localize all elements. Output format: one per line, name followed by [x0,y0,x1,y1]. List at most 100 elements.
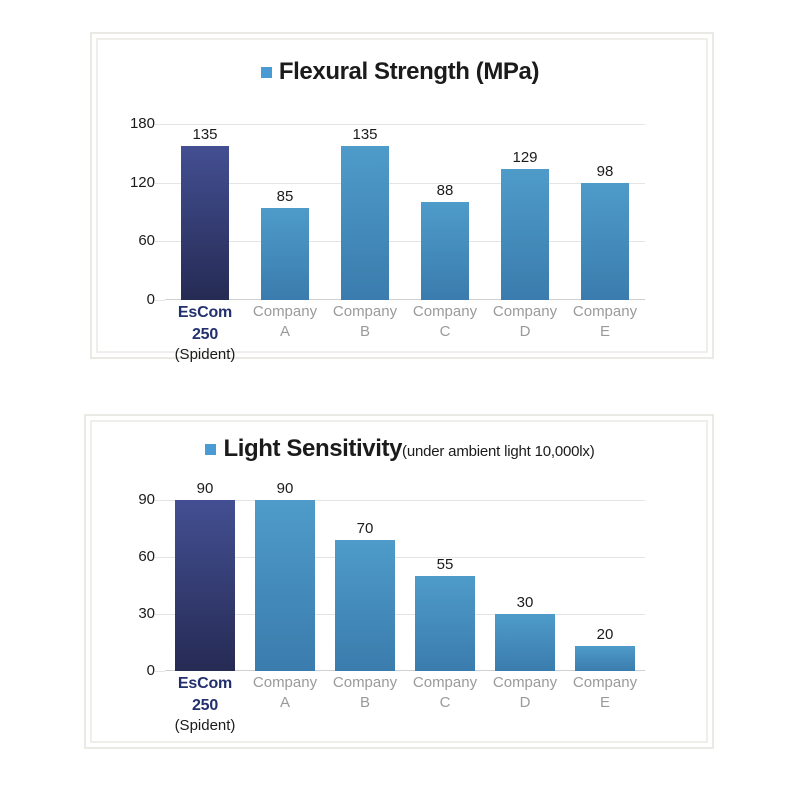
legend-square-icon [205,444,217,456]
bar-value-label: 90 [276,480,294,497]
bar-slot: 88 [405,124,485,300]
category-label-line1: Company [252,674,318,691]
category-label-line2: B [359,323,370,341]
category-label-line1: EsCom 250 [177,304,233,343]
gridline-60 [165,557,645,558]
bar-slot: 85 [245,124,325,300]
light-sensitivity-chart-title: Light Sensitivity(under ambient light 10… [0,435,800,463]
bar-value-label: 88 [436,182,454,199]
bar-company-d[interactable]: 30 [495,594,555,671]
flexural-strength-chart-title: Flexural Strength (MPa) [0,58,800,86]
bar-company-e[interactable]: 98 [581,163,629,300]
category-label-line1: Company [492,674,558,691]
y-axis-tick-label: 60 [138,232,155,250]
chart-title-main: Flexural Strength (MPa) [278,58,540,85]
x-axis-baseline [165,299,645,300]
flexural-strength-category-axis: EsCom 250 (Spident) Company A Company B … [165,302,645,365]
category-label-company-d: Company D [485,673,565,736]
bar-series: 135 85 135 88 129 98 [165,124,645,300]
light-sensitivity-category-axis: EsCom 250 (Spident) Company A Company B … [165,673,645,736]
category-label-line1: EsCom 250 [177,675,233,714]
category-label-line1: Company [332,674,398,691]
ytick-stub-0 [155,300,165,301]
ytick-stub-120 [155,182,165,184]
category-label-line1: Company [252,303,318,320]
category-label-escom-250: EsCom 250 (Spident) [165,302,245,365]
bar-value-label: 129 [512,149,538,166]
bar-slot: 129 [485,124,565,300]
legend-square-icon [260,67,272,79]
bar-value-label: 135 [192,126,218,143]
category-label-line2: D [519,694,531,712]
bar-slot: 90 [245,480,325,671]
bar-company-b[interactable]: 70 [335,520,395,671]
gridline-60 [165,241,645,243]
bar-escom-250[interactable]: 90 [175,480,235,671]
bar-slot: 90 [165,480,245,671]
bar-company-c[interactable]: 88 [421,182,469,300]
y-axis-tick-label: 60 [138,548,155,566]
bar-slot: 55 [405,500,485,671]
bar-slot: 20 [565,500,645,671]
ytick-stub-0 [155,671,165,672]
ytick-stub-180 [155,124,165,125]
category-label-company-b: Company B [325,673,405,736]
category-label-escom-250: EsCom 250 (Spident) [165,673,245,736]
bar-value-label: 135 [352,126,378,143]
bar-series: 90 90 70 55 30 20 [165,480,645,671]
bar-value-label: 55 [436,556,454,573]
bar-value-label: 20 [596,626,614,643]
category-label-line1: Company [492,303,558,320]
bar-company-b[interactable]: 135 [341,126,389,300]
bar-value-label: 98 [596,163,614,180]
category-label-company-c: Company C [405,673,485,736]
bar-value-label: 70 [356,520,374,537]
bar-slot: 135 [325,124,405,300]
ytick-stub-30 [155,614,165,615]
category-label-line2: C [439,323,451,341]
x-axis-baseline [165,670,645,671]
flexural-strength-plot-area: 180 120 60 0 135 85 135 88 [130,115,645,308]
category-label-line1: Company [572,303,638,320]
bar-value-label: 30 [516,594,534,611]
category-label-line2: B [359,694,370,712]
category-label-line1: Company [412,674,478,691]
y-axis-tick-label: 0 [146,662,155,680]
category-label-line2: (Spident) [174,717,236,735]
category-label-company-e: Company E [565,673,645,736]
bar-value-label: 85 [276,188,294,205]
bar-company-a[interactable]: 90 [255,480,315,671]
ytick-stub-60 [155,241,165,243]
ytick-stub-90 [155,500,165,501]
bar-company-e[interactable]: 20 [575,626,635,671]
bar-value-label: 90 [196,480,214,497]
bar-slot: 30 [485,500,565,671]
category-label-line2: A [279,694,290,712]
y-axis-tick-label: 0 [146,291,155,309]
category-label-line1: Company [412,303,478,320]
gridline-90 [165,500,645,501]
y-axis-tick-label: 120 [129,173,155,191]
gridline-180 [165,124,645,125]
category-label-line2: E [599,323,610,341]
category-label-line2: A [279,323,290,341]
bar-company-c[interactable]: 55 [415,556,475,671]
category-label-line1: Company [332,303,398,320]
category-label-company-c: Company C [405,302,485,365]
ytick-stub-60 [155,557,165,558]
category-label-line1: Company [572,674,638,691]
category-label-line2: C [439,694,451,712]
y-axis-tick-label: 180 [129,115,155,133]
bar-slot: 70 [325,500,405,671]
category-label-company-e: Company E [565,302,645,365]
category-label-company-d: Company D [485,302,565,365]
y-axis-tick-label: 90 [138,491,155,509]
bar-slot: 98 [565,124,645,300]
chart-title-main: Light Sensitivity [223,435,403,462]
bar-escom-250[interactable]: 135 [181,126,229,300]
bar-company-a[interactable]: 85 [261,188,309,300]
light-sensitivity-plot-area: 90 60 30 0 90 90 70 55 [138,480,645,679]
category-label-company-a: Company A [245,302,325,365]
y-axis-tick-label: 30 [138,605,155,623]
bar-company-d[interactable]: 129 [501,149,549,300]
